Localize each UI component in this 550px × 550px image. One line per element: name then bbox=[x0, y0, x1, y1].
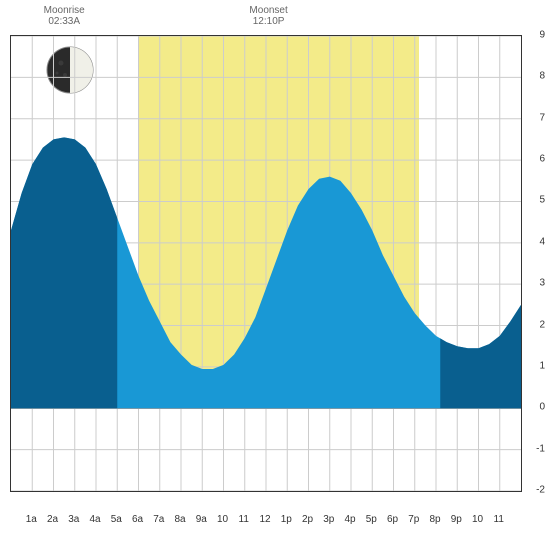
x-tick-label: 11 bbox=[239, 514, 249, 525]
y-tick-label: 9 bbox=[539, 30, 545, 41]
x-tick-label: 3a bbox=[68, 514, 79, 525]
x-tick-label: 2p bbox=[302, 514, 313, 525]
moonrise-text: Moonrise bbox=[39, 5, 89, 16]
y-tick-label: 5 bbox=[539, 195, 545, 206]
x-tick-label: 1p bbox=[281, 514, 292, 525]
x-tick-label: 7p bbox=[408, 514, 419, 525]
tide-chart: Moonrise 02:33A Moonset 12:10P 1a 2a 3a 4a 5… bbox=[0, 0, 550, 550]
x-tick-label: 1a bbox=[26, 514, 37, 525]
moonset-label: Moonset 12:10P bbox=[244, 5, 294, 27]
x-tick-label: 5p bbox=[366, 514, 377, 525]
x-tick-label: 5a bbox=[111, 514, 122, 525]
x-tick-label: 8p bbox=[429, 514, 440, 525]
y-tick-label: 2 bbox=[539, 319, 545, 330]
plot-svg bbox=[11, 36, 521, 491]
y-tick-label: 6 bbox=[539, 154, 545, 165]
x-tick-label: 11 bbox=[494, 514, 504, 525]
x-tick-label: 10 bbox=[472, 514, 483, 525]
header-labels: Moonrise 02:33A Moonset 12:10P bbox=[0, 5, 550, 35]
y-tick-label: 3 bbox=[539, 278, 545, 289]
x-tick-label: 2a bbox=[47, 514, 58, 525]
x-tick-label: 12 bbox=[259, 514, 270, 525]
y-tick-label: 4 bbox=[539, 236, 545, 247]
x-axis: 1a 2a 3a 4a 5a 6a 7a 8a 9a 10 11 12 1p 2p 3p 4p 5p 6p 7p 8p… bbox=[10, 500, 520, 540]
moonset-time: 12:10P bbox=[244, 16, 294, 27]
x-tick-label: 6a bbox=[132, 514, 143, 525]
x-tick-label: 3p bbox=[323, 514, 334, 525]
x-tick-label: 4p bbox=[344, 514, 355, 525]
y-tick-label: 0 bbox=[539, 402, 545, 413]
plot-area bbox=[10, 35, 522, 492]
x-tick-label: 6p bbox=[387, 514, 398, 525]
x-tick-label: 4a bbox=[89, 514, 100, 525]
y-tick-label: 7 bbox=[539, 112, 545, 123]
y-tick-label: 1 bbox=[539, 360, 545, 371]
y-tick-label: -2 bbox=[536, 485, 545, 496]
x-tick-label: 9a bbox=[196, 514, 207, 525]
x-tick-label: 7a bbox=[153, 514, 164, 525]
moonrise-time: 02:33A bbox=[39, 16, 89, 27]
x-tick-label: 9p bbox=[451, 514, 462, 525]
x-tick-label: 8a bbox=[174, 514, 185, 525]
x-tick-label: 10 bbox=[217, 514, 228, 525]
moonrise-label: Moonrise 02:33A bbox=[39, 5, 89, 27]
y-axis: -2-10123456789 bbox=[525, 35, 545, 490]
moonset-text: Moonset bbox=[244, 5, 294, 16]
y-tick-label: -1 bbox=[536, 443, 545, 454]
y-tick-label: 8 bbox=[539, 71, 545, 82]
